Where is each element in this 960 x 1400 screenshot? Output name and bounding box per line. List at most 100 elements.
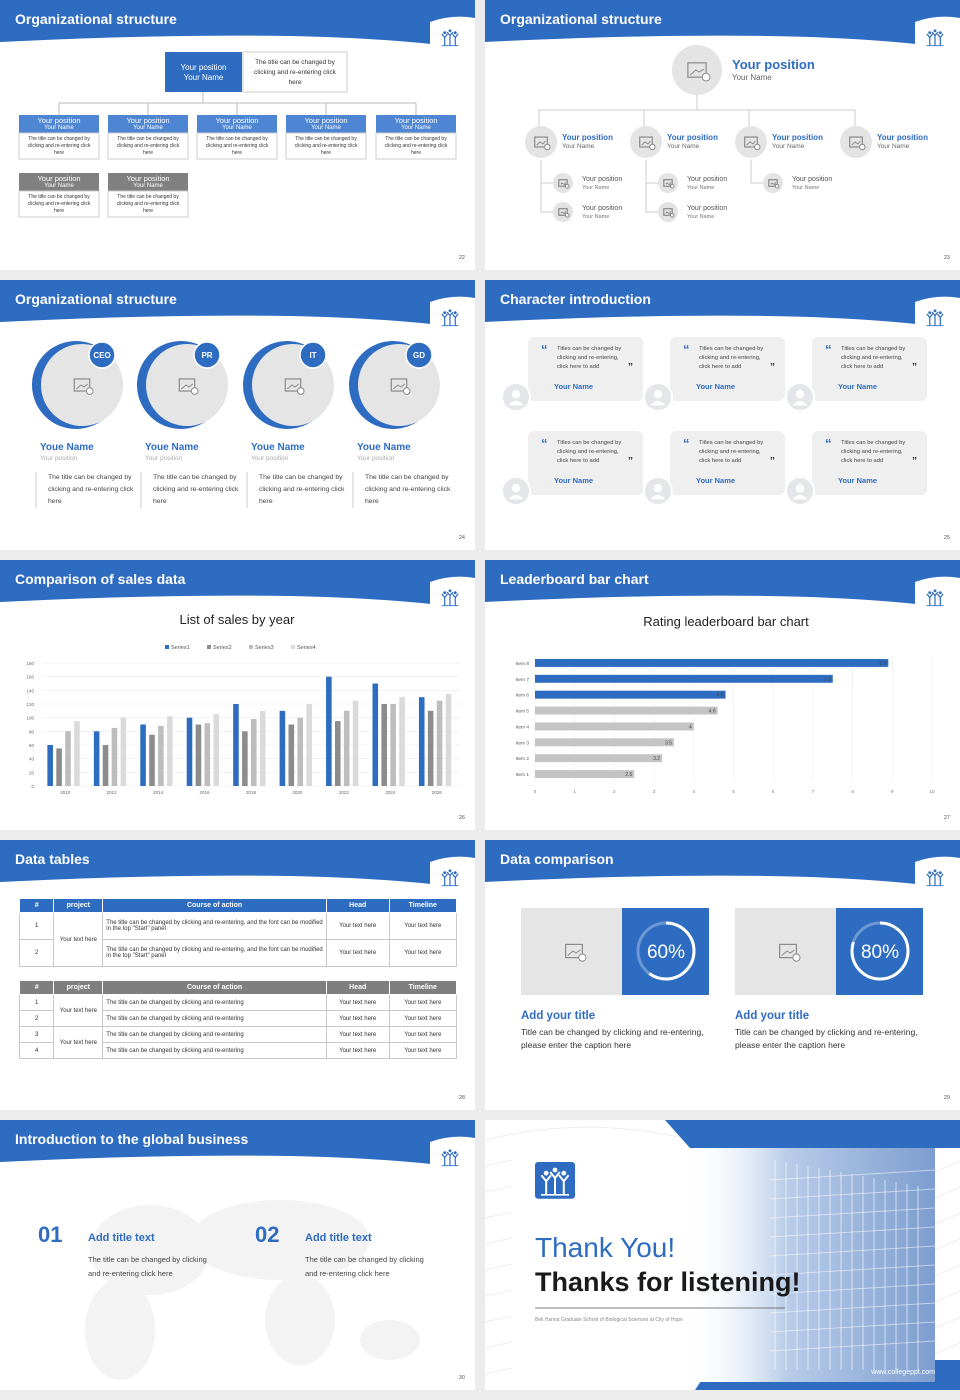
image-panel (735, 908, 836, 995)
quote-mark: ” (628, 362, 633, 373)
y-tick-label: 160 (26, 675, 34, 680)
image-icon-mountain (75, 383, 89, 390)
head-cell: Your text here (325, 1026, 390, 1043)
position: Your position (180, 63, 227, 72)
building-floor (769, 1302, 936, 1314)
logo-figure (443, 591, 447, 595)
course-cell: The title can be changed by clicking and… (102, 912, 327, 940)
box-note (107, 190, 189, 218)
quote-mark: “ (683, 342, 690, 357)
slide: Organizational structure 23 Your position Y… (485, 0, 960, 270)
logo-figure (443, 871, 447, 875)
image-icon-plus (564, 213, 570, 218)
logo-figure (926, 33, 934, 46)
position: Your position (877, 133, 928, 142)
position: Your position (251, 455, 289, 462)
quote: Titles can be changed by clicking and re… (699, 440, 764, 464)
image-icon-mountain (851, 140, 861, 146)
logo-figure (928, 311, 932, 315)
position: Your position (357, 455, 395, 462)
building-floor (769, 1283, 936, 1295)
slide-graphics: 60% 80% (485, 840, 960, 995)
slide-graphics: Rating leaderboard bar chart 0 1 2 3 4 5 6 7 8 9 10… (485, 560, 960, 794)
badge (193, 341, 221, 369)
page-number: 26 (458, 815, 465, 821)
bar (167, 716, 173, 786)
name: Your Name (554, 382, 594, 391)
image-icon (639, 136, 653, 148)
image-icon-mountain (536, 140, 546, 146)
legend-label: Series1 (171, 645, 190, 651)
slide: List of sales by year Series1 Series2 Serie… (0, 560, 475, 830)
logo-figure (931, 31, 939, 46)
bar (535, 722, 694, 731)
position: Your position (37, 116, 81, 125)
table-header-cell: # (18, 980, 55, 995)
x-tick-label: 3 (653, 789, 656, 794)
bar (279, 710, 286, 786)
logo-figure (441, 593, 449, 606)
badge-label: PR (201, 351, 212, 360)
subnode-avatar (763, 173, 783, 193)
image-icon-plus (578, 953, 587, 962)
box-note (375, 132, 457, 160)
logo-figure (931, 311, 939, 326)
legend-swatch (249, 645, 253, 649)
slide-title: Organizational structure (500, 11, 662, 27)
card (812, 337, 927, 401)
logo-figure (443, 1151, 447, 1155)
badge (299, 341, 327, 369)
bar (204, 723, 211, 786)
timeline-cell: Your text here (388, 994, 458, 1011)
logo-figure (928, 871, 932, 875)
value-label: 7.5 (824, 677, 831, 683)
slide: Thank You! Thanks for listening! Beli Hann… (485, 1120, 960, 1390)
thanks: Thank You! (535, 1232, 676, 1263)
x-tick-label: 7 (812, 789, 815, 794)
name: Youe Name (357, 442, 411, 453)
logo-figure (933, 589, 937, 593)
position: Your position (126, 116, 170, 125)
x-tick-label: 2018 (246, 790, 257, 795)
item-title: Add your title (735, 1010, 810, 1022)
header-band (485, 280, 960, 330)
bar (259, 710, 266, 786)
course-cell: The title can be changed by clicking and… (102, 1010, 327, 1027)
image-icon (284, 378, 302, 392)
slide: Introduction to the global business 30 01 A… (0, 1120, 475, 1390)
card (670, 337, 785, 401)
badge-label: CEO (93, 351, 110, 360)
bar (47, 745, 53, 786)
image-icon-plus (402, 387, 411, 395)
image-icon-mountain (665, 181, 671, 186)
header-band (485, 840, 960, 890)
value-label: 2.5 (625, 772, 632, 778)
x-tick-label: 2024 (385, 790, 396, 795)
avatar-head (795, 484, 805, 493)
course-cell: The title can be changed by clicking and… (102, 994, 327, 1011)
logo-figure (938, 591, 942, 595)
image-icon-plus (669, 213, 675, 218)
bar (352, 700, 359, 786)
top-box (165, 52, 242, 92)
note: The title can be changed by clicking and… (365, 474, 451, 505)
image-icon-plus (649, 143, 656, 151)
image-icon (779, 943, 798, 959)
row-number: 4 (18, 1042, 55, 1059)
badge-label: IT (309, 351, 316, 360)
timeline-cell: Your text here (388, 1042, 458, 1059)
page-number: 25 (943, 535, 950, 541)
name: Your Name (133, 183, 163, 189)
connector (540, 160, 553, 184)
table-header-cell: # (18, 898, 55, 913)
table-header-cell: Timeline (388, 980, 458, 995)
item-title: Add your title (521, 1010, 596, 1022)
slide: 60% 80% Data comparison 29 Add your title Tit… (485, 840, 960, 1110)
connector (540, 160, 553, 213)
image-icon (744, 136, 758, 148)
bar (65, 731, 71, 786)
timeline-cell: Your text here (388, 1010, 458, 1027)
table-header-cell: Head (325, 898, 390, 913)
name: Your Name (582, 185, 610, 191)
bar (111, 727, 118, 786)
